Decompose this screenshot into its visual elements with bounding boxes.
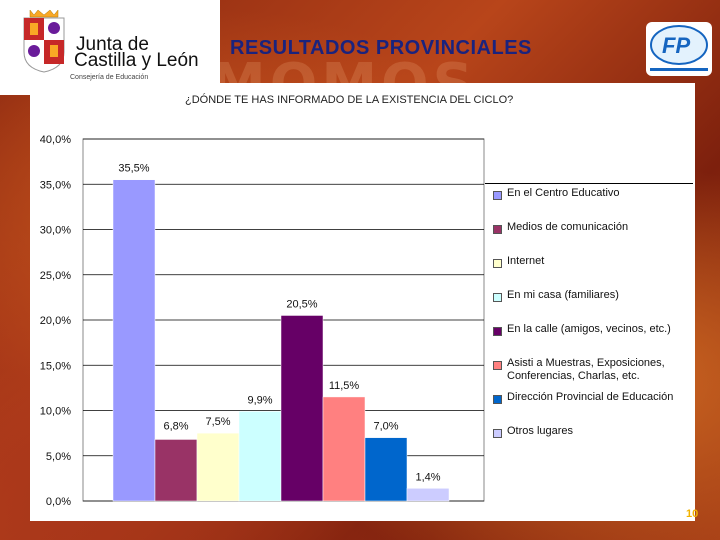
bar-chart: 0,0% 5,0% 10,0% 15,0% 20,0% 25,0% 30,0% 35,0% 40… bbox=[40, 134, 485, 508]
logo-subtext: Consejería de Educación bbox=[70, 74, 149, 81]
y-tick-label: 15,0% bbox=[40, 360, 71, 372]
legend-label: Otros lugares bbox=[507, 425, 574, 437]
legend-swatch bbox=[493, 225, 502, 234]
legend-label: Medios de comunicación bbox=[507, 221, 629, 233]
castilla-leon-crest-icon bbox=[23, 9, 65, 73]
legend-swatch bbox=[493, 361, 502, 370]
bar-value-label: 7,5% bbox=[205, 416, 230, 428]
bar bbox=[280, 315, 324, 502]
page-number: 10 bbox=[686, 508, 699, 520]
bar bbox=[154, 439, 198, 502]
legend-label: Asisti a Muestras, Exposiciones, Confere… bbox=[507, 357, 665, 382]
y-tick-label: 35,0% bbox=[40, 179, 71, 191]
bar-value-label: 35,5% bbox=[118, 163, 149, 175]
bar bbox=[406, 488, 450, 502]
fp-logo-underline bbox=[650, 68, 708, 71]
y-tick-label: 5,0% bbox=[46, 451, 71, 463]
slide-title: RESULTADOS PROVINCIALES bbox=[230, 37, 532, 59]
y-tick-label: 10,0% bbox=[40, 406, 71, 418]
legend-swatch bbox=[493, 429, 502, 438]
legend-swatch bbox=[493, 327, 502, 336]
bar-value-label: 1,4% bbox=[415, 471, 440, 483]
legend-label: Dirección Provincial de Educación bbox=[507, 391, 674, 403]
y-tick-label: 30,0% bbox=[40, 225, 71, 237]
bar bbox=[238, 411, 282, 502]
bar bbox=[112, 179, 156, 502]
chart-legend: En el Centro Educativo Medios de comunica… bbox=[485, 183, 693, 447]
bar-value-label: 7,0% bbox=[373, 421, 398, 433]
y-tick-label: 20,0% bbox=[40, 315, 71, 327]
bar-value-label: 9,9% bbox=[247, 394, 272, 406]
fp-logo-icon: FP bbox=[650, 25, 708, 65]
logo-text-line1: Junta de bbox=[76, 34, 149, 55]
legend-swatch bbox=[493, 293, 502, 302]
y-tick-label: 40,0% bbox=[40, 134, 71, 146]
legend-label: En mi casa (familiares) bbox=[507, 289, 619, 301]
legend-swatch bbox=[493, 395, 502, 404]
logo-area: Junta de Castilla y León Consejería de E… bbox=[0, 0, 220, 95]
legend-label: En la calle (amigos, vecinos, etc.) bbox=[507, 323, 671, 335]
legend-swatch bbox=[493, 259, 502, 268]
y-tick-label: 0,0% bbox=[46, 496, 71, 508]
svg-text:FP: FP bbox=[662, 33, 690, 58]
bar bbox=[364, 437, 408, 502]
bar-value-label: 6,8% bbox=[163, 420, 188, 432]
chart-panel: ¿DÓNDE TE HAS INFORMADO DE LA EXISTENCIA… bbox=[30, 83, 695, 521]
chart-title: ¿DÓNDE TE HAS INFORMADO DE LA EXISTENCIA… bbox=[185, 94, 514, 106]
fp-logo: FP bbox=[646, 22, 712, 76]
y-tick-label: 25,0% bbox=[40, 270, 71, 282]
legend-label: Internet bbox=[507, 255, 545, 267]
bar-value-label: 20,5% bbox=[286, 298, 317, 310]
legend-swatch bbox=[493, 191, 502, 200]
legend-label: En el Centro Educativo bbox=[507, 187, 620, 199]
logo-text-line2: Castilla y León bbox=[74, 50, 199, 71]
bar bbox=[322, 396, 366, 502]
bar-value-label: 11,5% bbox=[329, 380, 360, 392]
bar bbox=[196, 432, 240, 502]
